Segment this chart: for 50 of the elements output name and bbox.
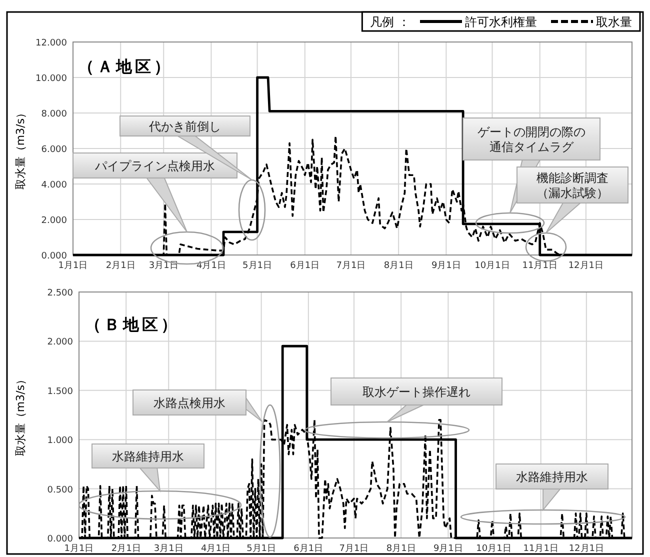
y-axis-title: 取水量（m3/s） [14,374,27,456]
legend-title: 凡例 ： [370,15,410,29]
x-tick-label: 8月1日 [384,261,414,271]
y-tick-label: 12.000 [36,38,68,48]
x-tick-label: 9月1日 [433,544,463,554]
x-tick-label: 2月1日 [111,544,141,554]
y-tick-label: 1.500 [47,386,74,397]
x-tick-label: 10月1日 [474,261,510,271]
y-tick-label: 4.000 [41,180,68,190]
y-axis-title: 取水量（m3/s） [14,107,27,190]
x-tick-label: 4月1日 [201,544,230,554]
x-tick-label: 11月1日 [523,544,558,554]
x-tick-label: 1月1日 [58,261,88,271]
annotation: 水路維持用水 [112,450,184,464]
y-tick-label: 0.500 [47,485,74,496]
annotation: ゲートの開閉の際の通信タイムラグ [478,125,586,154]
x-tick-label: 6月1日 [290,261,320,271]
y-tick-label: 1.000 [47,436,74,446]
y-tick-label: 0.000 [41,252,68,262]
annotation: 取水ゲート操作遅れ [362,385,470,399]
annotation: 水路維持用水 [516,470,588,484]
y-tick-label: 8.000 [41,110,68,120]
text: （Ａ地区） [78,57,173,76]
y-tick-label: 2.500 [47,288,74,298]
x-tick-label: 12月1日 [568,544,604,554]
x-tick-label: 9月1日 [431,261,461,271]
x-tick-label: 1月1日 [64,544,94,554]
x-tick-label: 5月1日 [242,261,272,271]
y-tick-label: 0.000 [47,534,74,544]
annotation: 代かき前倒し [148,120,221,134]
x-tick-label: 3月1日 [154,544,184,554]
legend-label: 取水量 [596,15,632,29]
annotation: 水路点検用水 [154,396,226,410]
x-tick-label: 5月1日 [246,544,276,554]
y-tick-label: 2.000 [47,338,74,348]
x-tick-label: 2月1日 [106,261,136,271]
x-tick-label: 8月1日 [386,544,416,554]
x-tick-label: 6月1日 [294,544,324,554]
annotation: パイプライン点検用水 [94,159,215,173]
y-tick-label: 6.000 [41,145,68,155]
y-tick-label: 2.000 [41,216,68,226]
x-tick-label: 11月1日 [522,261,558,271]
x-tick-label: 7月1日 [336,261,366,271]
annotation: 機能診断調査（漏水試験） [536,171,608,200]
x-tick-label: 12月1日 [568,261,604,271]
x-tick-label: 7月1日 [339,544,369,554]
x-tick-label: 10月1日 [476,544,512,554]
y-tick-label: 10.000 [36,74,68,84]
text: （Ｂ地区） [85,315,180,334]
legend-label: 許可水利権量 [465,15,537,29]
